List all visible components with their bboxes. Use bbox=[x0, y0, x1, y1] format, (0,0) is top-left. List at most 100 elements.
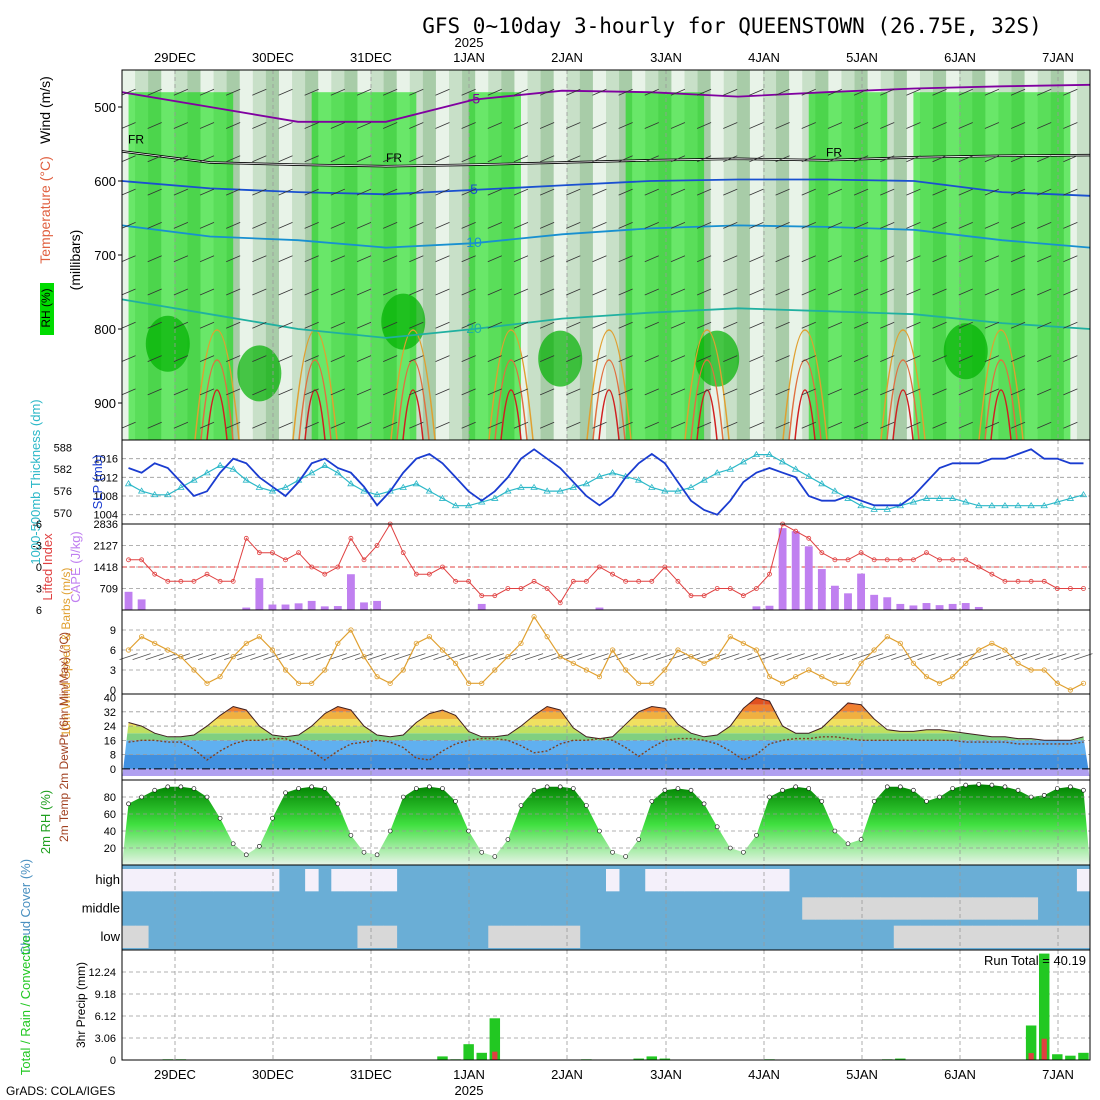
thickness-point bbox=[412, 480, 421, 487]
wind-barb bbox=[984, 388, 1000, 396]
rh-point bbox=[675, 786, 681, 791]
li-point bbox=[963, 557, 969, 563]
time-tick-label: 7JAN bbox=[1042, 50, 1074, 65]
rh-tick-label: 80 bbox=[104, 792, 116, 804]
wind-barb bbox=[618, 88, 633, 96]
thickness-tick-label: 576 bbox=[54, 486, 72, 498]
wind-barb bbox=[173, 222, 189, 229]
li-point bbox=[858, 550, 864, 556]
rh-shade-column bbox=[776, 70, 790, 440]
surface-wind-barb bbox=[341, 653, 361, 661]
surface-wind-barb bbox=[773, 653, 792, 661]
wind-barb bbox=[827, 188, 843, 196]
wind-barb bbox=[618, 421, 633, 429]
wind-speed-point bbox=[884, 634, 890, 640]
cloud-cell-high bbox=[174, 869, 188, 892]
li-point bbox=[976, 564, 982, 570]
precip-bar bbox=[1025, 1025, 1037, 1060]
temp-band bbox=[122, 740, 1090, 755]
thickness-tick-label: 570 bbox=[54, 508, 72, 520]
chart-title: GFS 0~10day 3-hourly for QUEENSTOWN (26.… bbox=[422, 14, 1042, 38]
wind-barb bbox=[827, 122, 843, 129]
thickness-point bbox=[988, 501, 996, 509]
wind-barb bbox=[199, 188, 215, 196]
rh-point bbox=[610, 849, 615, 855]
wind-barb bbox=[618, 222, 633, 229]
li-point bbox=[754, 586, 759, 591]
wind-barb bbox=[435, 388, 450, 396]
warm-contour bbox=[194, 329, 240, 441]
rh-point bbox=[1015, 787, 1021, 793]
temp-contour-10 bbox=[121, 224, 1091, 249]
wind-barb bbox=[906, 188, 921, 196]
wind-barb bbox=[1010, 188, 1026, 196]
cape-bar bbox=[974, 606, 983, 610]
surface-wind-barb bbox=[511, 653, 531, 661]
warm-contour bbox=[984, 359, 1018, 441]
wind-barb bbox=[252, 155, 267, 163]
cloud-cell-low bbox=[959, 925, 973, 948]
rh-point bbox=[191, 786, 197, 791]
li-point bbox=[230, 578, 236, 584]
cloud-cell-high bbox=[776, 869, 790, 892]
wind-barb bbox=[644, 421, 659, 429]
rh-point bbox=[414, 786, 419, 791]
wind-barb bbox=[173, 255, 189, 263]
precip-bar bbox=[463, 1044, 474, 1060]
wind-speed-point bbox=[544, 634, 550, 640]
li-line bbox=[128, 522, 1084, 604]
wind-barb bbox=[461, 122, 476, 129]
li-point bbox=[400, 550, 406, 556]
wind-barb bbox=[409, 255, 424, 263]
convective-bar bbox=[492, 1051, 498, 1060]
wind-barb bbox=[775, 421, 790, 429]
wind-speed-point bbox=[596, 674, 603, 680]
wind-speed-point bbox=[701, 660, 707, 666]
cape-bar bbox=[830, 585, 839, 610]
wind-barb bbox=[1037, 188, 1052, 196]
warm-contour bbox=[592, 359, 626, 441]
wind-speed-point bbox=[1080, 680, 1087, 686]
rh-point bbox=[688, 787, 694, 793]
thickness-point bbox=[608, 469, 617, 476]
wind-barb bbox=[356, 188, 372, 196]
rh-point bbox=[767, 794, 772, 800]
rh-point bbox=[662, 787, 668, 793]
warm-contour bbox=[684, 329, 730, 441]
cape-bar bbox=[896, 603, 905, 610]
rh-point bbox=[230, 841, 236, 847]
wind-barb bbox=[304, 355, 319, 362]
temp2m-panel: 0 8 16 24 32 40 2m Temp 2m DewPt (6hr Min/Max)… bbox=[57, 632, 1091, 842]
wind-barb bbox=[513, 421, 529, 429]
wind-barb bbox=[801, 222, 816, 229]
wind-barb bbox=[147, 421, 162, 429]
y-axis-label-wind10m: 10m Wind Speed & Barbs (m/s) bbox=[59, 568, 73, 737]
cloud-cell-low bbox=[1024, 925, 1039, 948]
y-axis-label-li: Lifted Index bbox=[40, 533, 55, 601]
wind-barb bbox=[566, 122, 581, 129]
wind-barb bbox=[880, 355, 895, 362]
wind-barb bbox=[435, 355, 450, 362]
wind-barb bbox=[121, 255, 136, 263]
freezing-level-inner bbox=[121, 151, 1091, 167]
wind-barb bbox=[775, 122, 790, 129]
time-axis-bottom: 29DEC 30DEC 31DEC 1JAN 2JAN 3JAN 4JAN 5JAN 6JAN 7… bbox=[154, 1067, 1074, 1098]
rh-tick-label: 40 bbox=[104, 826, 116, 838]
cloud-cell-middle bbox=[906, 897, 921, 920]
wind-barb bbox=[618, 155, 633, 163]
wind-barb bbox=[592, 321, 607, 329]
cape-bar bbox=[320, 606, 329, 610]
thickness-point bbox=[281, 483, 290, 490]
rh-shade-column bbox=[762, 70, 777, 440]
wind-barb bbox=[226, 155, 241, 163]
wind-barb bbox=[749, 355, 764, 362]
wind-barb bbox=[487, 321, 502, 329]
wind-barb bbox=[1010, 421, 1026, 429]
cape-bar bbox=[752, 606, 761, 610]
wind-barb bbox=[487, 255, 502, 263]
surface-wind-barb bbox=[367, 653, 387, 661]
surface-wind-barb bbox=[315, 653, 334, 661]
wind-barb bbox=[356, 155, 372, 163]
wind-barb bbox=[304, 321, 319, 329]
wind-barb bbox=[880, 255, 895, 263]
